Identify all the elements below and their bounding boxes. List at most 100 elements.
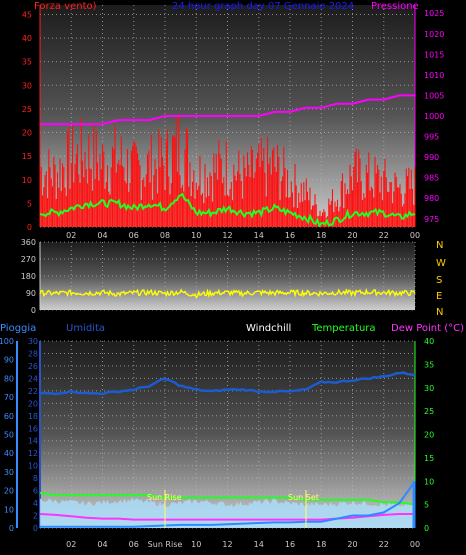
x-tick-label-top: 04 [97,231,107,240]
x-tick-label-bottom: 16 [285,540,295,549]
y-right-tick: 1000 [424,112,444,121]
dew-point-line [39,513,415,521]
y-rain-tick: 20 [28,399,38,408]
y-temp-tick: 15 [424,454,434,463]
x-tick-label-bottom: 20 [347,540,357,549]
y-left-tick: 20 [22,129,32,138]
y-right-tick: 980 [424,194,439,203]
label-umidita: Umidita [66,323,105,334]
y-rain-tick: 0 [33,524,38,533]
y-rain-tick: 18 [28,412,38,421]
y-humidity-tick: 50 [4,431,14,440]
y-right-tick: 1005 [424,91,444,100]
y-right-tick: 990 [424,153,439,162]
y-rain-tick: 22 [28,387,38,396]
y-rain-tick: 28 [28,349,38,358]
data-marks [39,94,416,528]
y-temp-tick: 25 [424,407,434,416]
y-rain-tick: 6 [33,487,38,496]
y-left-tick: 45 [22,10,32,19]
y-left-tick: 0 [27,223,32,232]
direction-tick: 180 [21,272,36,281]
x-tick-label-bottom: 22 [379,540,389,549]
x-tick-label-top: 14 [254,231,264,240]
y-rain-tick: 10 [28,462,38,471]
y-rain-tick: 4 [33,499,38,508]
y-rain-tick: 12 [28,449,38,458]
y-left-tick: 25 [22,105,32,114]
x-tick-label-bottom: 02 [66,540,76,549]
x-tick-label-bottom: 14 [254,540,264,549]
x-tick-label-bottom: 06 [129,540,139,549]
y-left-tick: 15 [22,152,32,161]
x-tick-label-top: 00 [410,231,420,240]
label-dew-point: Dew Point (°C) [391,323,464,334]
direction-tick: 90 [26,289,36,298]
y-right-tick: 1010 [424,71,444,80]
y-left-tick: 35 [22,58,32,67]
x-tick-label-bottom: 04 [97,540,107,549]
y-humidity-tick: 30 [4,468,14,477]
x-tick-label-bottom: 18 [316,540,326,549]
y-right-tick: 1025 [424,9,444,18]
top-right-title: Pressione [371,1,419,12]
compass-n-top: N [436,240,443,251]
x-tick-label-bottom: 00 [410,540,420,549]
y-right-tick: 995 [424,133,439,142]
y-rain-tick: 8 [33,474,38,483]
temperature-line [39,491,416,506]
y-right-tick: 975 [424,215,439,224]
y-rain-tick: 2 [33,512,38,521]
direction-tick: 0 [31,306,36,315]
y-humidity-tick: 40 [4,449,14,458]
y-rain-tick: 30 [28,337,38,346]
y-temp-tick: 20 [424,431,434,440]
x-tick-label-top: 06 [129,231,139,240]
sun-rise-label: Sun Rise [147,493,182,502]
y-right-tick: 1015 [424,50,444,59]
compass-w: W [436,258,446,269]
top-left-title: Forza vento) [34,1,97,12]
x-tick-label-bottom: Sun Rise [148,540,183,549]
compass-n-bottom: N [436,307,443,318]
x-tick-label-top: 02 [66,231,76,240]
wind-direction-line [39,287,416,299]
x-tick-label-top: 12 [222,231,232,240]
compass-e: E [436,291,442,302]
y-left-tick: 30 [22,81,32,90]
y-right-tick: 1020 [424,30,444,39]
rain-line [40,480,416,528]
x-tick-label-top: 22 [379,231,389,240]
wind-average-line [39,192,416,228]
sun-set-label: Sun Set [288,493,319,502]
y-rain-tick: 14 [28,437,38,446]
y-rain-tick: 16 [28,424,38,433]
y-humidity-tick: 0 [9,524,14,533]
x-tick-label-top: 18 [316,231,326,240]
y-temp-tick: 35 [424,360,434,369]
x-tick-label-bottom: 12 [222,540,232,549]
x-tick-label-bottom: 10 [191,540,201,549]
x-tick-label-top: 08 [160,231,170,240]
y-humidity-tick: 20 [4,487,14,496]
y-humidity-tick: 60 [4,412,14,421]
y-temp-tick: 0 [424,524,429,533]
y-humidity-tick: 90 [4,356,14,365]
y-left-tick: 40 [22,34,32,43]
label-pioggia: Pioggia [0,323,36,334]
y-temp-tick: 5 [424,501,429,510]
label-temperatura: Temperatura [311,323,376,334]
y-temp-tick: 30 [424,384,434,393]
y-humidity-tick: 100 [0,337,14,346]
y-rain-tick: 26 [28,362,38,371]
y-temp-tick: 10 [424,477,434,486]
direction-tick: 270 [21,255,36,264]
y-humidity-tick: 70 [4,393,14,402]
y-humidity-tick: 10 [4,505,14,514]
pressure-line [40,94,415,126]
label-windchill: Windchill [246,323,291,334]
x-tick-label-top: 16 [285,231,295,240]
